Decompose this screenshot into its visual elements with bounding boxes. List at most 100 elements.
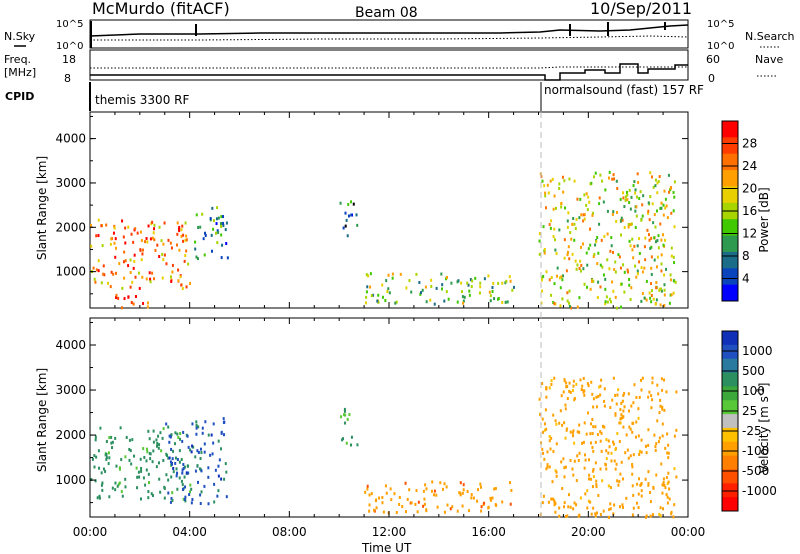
data-cell (134, 275, 137, 279)
data-cell (122, 235, 125, 239)
data-cell (212, 422, 215, 426)
colorbar-tick-label: 12 (742, 227, 757, 241)
data-cell (440, 272, 443, 276)
data-cell (640, 388, 643, 392)
data-cell (616, 393, 619, 397)
data-cell (644, 236, 647, 240)
data-cell (631, 237, 634, 241)
data-cell (575, 479, 578, 483)
data-cell (613, 459, 616, 463)
data-cell (600, 449, 603, 453)
data-cell (210, 233, 213, 237)
data-cell (632, 256, 635, 260)
data-cell (157, 446, 160, 450)
data-cell (615, 219, 618, 223)
data-cell (558, 228, 561, 232)
data-cell (179, 275, 182, 279)
data-cell (182, 497, 185, 501)
data-cell (554, 419, 557, 423)
data-cell (176, 243, 179, 247)
data-cell (510, 488, 513, 492)
data-cell (436, 505, 439, 509)
data-cell (576, 454, 579, 458)
data-cell (222, 224, 225, 228)
data-cell (101, 488, 104, 492)
data-cell (573, 179, 576, 183)
data-cell (615, 402, 618, 406)
power-panel-frame (89, 111, 689, 309)
data-cell (410, 501, 413, 505)
data-cell (103, 273, 106, 277)
data-cell (184, 485, 187, 489)
data-cell (176, 471, 179, 475)
data-cell (539, 412, 542, 416)
data-cell (631, 472, 634, 476)
data-cell (433, 302, 436, 306)
data-cell (177, 279, 180, 283)
data-cell (174, 456, 177, 460)
data-cell (578, 513, 581, 517)
data-cell (556, 266, 559, 270)
data-cell (635, 195, 638, 199)
data-cell (343, 413, 346, 417)
data-cell (664, 486, 667, 490)
data-cell (660, 238, 663, 242)
data-cell (161, 436, 164, 440)
data-cell (147, 496, 150, 500)
data-cell (162, 458, 165, 462)
data-cell (129, 258, 132, 262)
data-cell (191, 444, 194, 448)
data-cell (662, 477, 665, 481)
data-cell (547, 191, 550, 195)
data-cell (620, 401, 623, 405)
data-cell (661, 434, 664, 438)
data-cell (657, 392, 660, 396)
data-cell (637, 477, 640, 481)
data-cell (635, 214, 638, 218)
data-cell (608, 515, 611, 519)
data-cell (609, 507, 612, 511)
data-cell (187, 445, 190, 449)
data-cell (550, 275, 553, 279)
data-cell (595, 240, 598, 244)
data-cell (151, 220, 154, 224)
data-cell (170, 496, 173, 500)
data-cell (611, 280, 614, 284)
data-cell (649, 246, 652, 250)
data-cell (97, 259, 100, 263)
data-cell (189, 490, 192, 494)
data-cell (552, 497, 555, 501)
data-cell (183, 475, 186, 479)
data-cell (139, 457, 142, 461)
data-cell (623, 270, 626, 274)
data-cell (578, 451, 581, 455)
data-cell (591, 392, 594, 396)
noise-right-tick-high: 10^5 (707, 19, 734, 30)
data-cell (630, 222, 633, 226)
data-cell (408, 279, 411, 283)
data-cell (112, 272, 115, 276)
data-cell (222, 433, 225, 437)
data-cell (623, 205, 626, 209)
power-yaxis: 1000 2000 3000 4000 (55, 115, 688, 295)
data-cell (550, 379, 553, 383)
data-cell (667, 451, 670, 455)
data-cell (120, 306, 123, 310)
data-cell (538, 239, 541, 243)
data-cell (176, 487, 179, 491)
data-cell (167, 478, 170, 482)
data-cell (156, 444, 159, 448)
data-cell (174, 431, 177, 435)
data-cell (415, 489, 418, 493)
data-cell (657, 180, 660, 184)
data-cell (133, 253, 136, 257)
data-cell (634, 188, 637, 192)
data-cell (561, 175, 564, 179)
data-cell (665, 493, 668, 497)
data-cell (662, 213, 665, 217)
data-cell (112, 231, 115, 235)
data-cell (345, 441, 348, 445)
data-cell (601, 479, 604, 483)
data-cell (627, 225, 630, 229)
data-cell (350, 435, 353, 439)
